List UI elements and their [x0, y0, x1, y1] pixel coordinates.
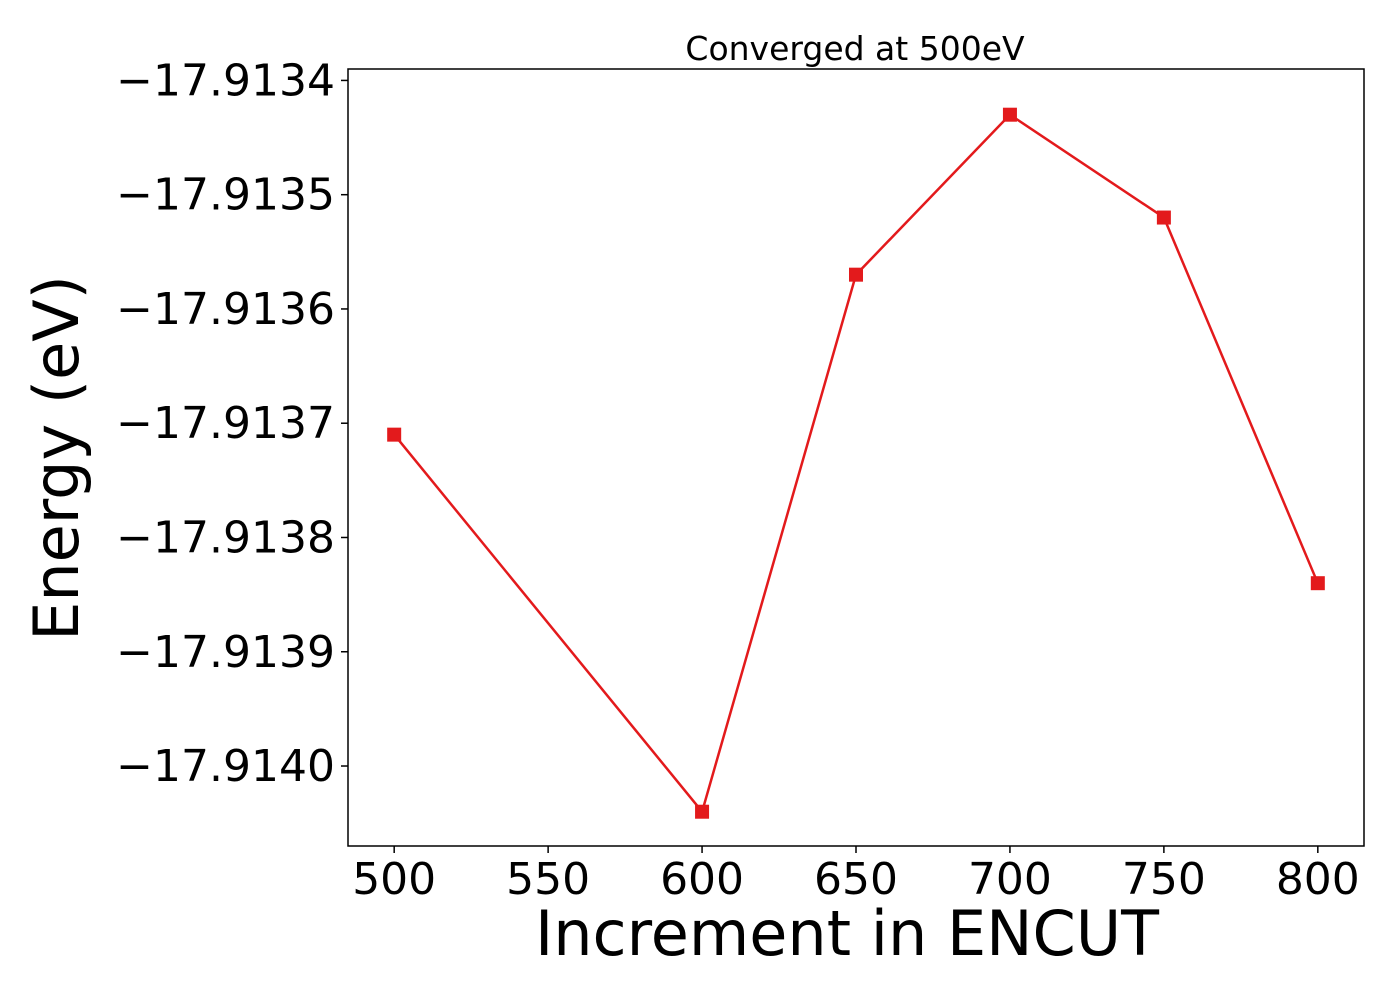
data-point-marker	[849, 267, 863, 282]
y-tick-label: −17.9138	[116, 512, 335, 563]
y-axis-title: Energy (eV)	[20, 275, 93, 641]
y-tick-label: −17.9136	[116, 284, 335, 335]
x-axis-title: Increment in ENCUT	[535, 897, 1160, 970]
y-tick-label: −17.9140	[116, 741, 335, 792]
plot-area-frame	[347, 68, 1365, 847]
x-tick-label: 700	[968, 854, 1052, 905]
x-tick-label: 600	[660, 854, 744, 905]
x-tick-label: 500	[352, 854, 436, 905]
data-point-marker	[695, 804, 710, 819]
x-tick-label: 650	[814, 854, 898, 905]
series-layer	[387, 107, 1325, 819]
series-line	[393, 113, 1319, 815]
data-point-marker	[1002, 107, 1017, 122]
x-tick-label: 800	[1276, 854, 1360, 905]
data-point-marker	[1156, 210, 1171, 225]
data-point-marker	[1310, 576, 1325, 591]
y-tick-label: −17.9134	[116, 55, 335, 106]
y-axis: −17.9134 −17.9135 −17.9136 −17.9137 −17.9138…	[116, 55, 348, 792]
x-tick-label: 550	[506, 854, 590, 905]
y-tick-label: −17.9135	[116, 170, 335, 221]
y-tick-label: −17.9137	[116, 398, 335, 449]
x-axis: 500 550 600 650 700 750 800	[352, 846, 1360, 905]
x-tick-label: 750	[1122, 854, 1206, 905]
data-point-marker	[387, 427, 402, 442]
chart-title: Converged at 500eV	[685, 29, 1025, 68]
y-tick-label: −17.9139	[116, 627, 335, 678]
